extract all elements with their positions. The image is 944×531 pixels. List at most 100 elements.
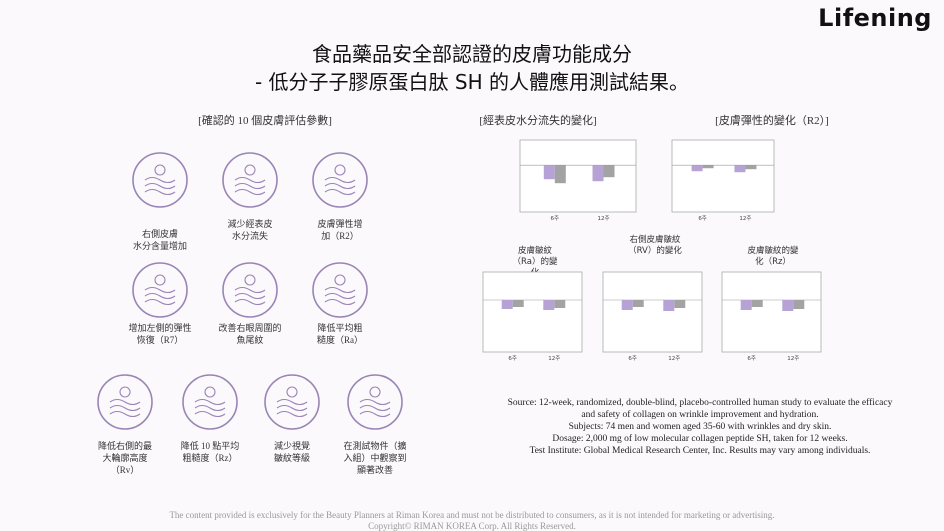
chart-frame	[482, 271, 583, 353]
bar-illustration	[674, 300, 686, 308]
icon-detail	[144, 286, 176, 294]
chart-title: 皮膚皺紋的變 化（Rz）	[747, 246, 799, 267]
bar-illustration	[740, 300, 752, 310]
x-label: 6주	[551, 215, 560, 222]
icon-detail	[234, 182, 266, 190]
icon-detail	[276, 410, 308, 418]
icon-detail	[109, 398, 141, 406]
parameter-label: 右側皮膚 水分含量增加	[132, 229, 187, 251]
icon	[347, 374, 403, 430]
parameter-label: 在測試物件（擴 入組）中觀察到 顯著改善	[343, 441, 407, 475]
icon-detail	[359, 410, 391, 418]
icon-detail	[119, 386, 131, 398]
source-line: Source: 12-week, randomized, double-blin…	[507, 398, 893, 408]
icon-detail	[276, 404, 308, 412]
icon-detail	[144, 188, 176, 196]
icon-detail	[109, 404, 141, 412]
icon	[312, 152, 368, 208]
chart-frame	[671, 139, 775, 213]
icon	[132, 152, 188, 208]
x-label: 6주	[628, 355, 637, 362]
icon-detail	[369, 386, 381, 398]
icon-detail	[244, 164, 256, 176]
source-line: Dosage: 2,000 mg of low molecular collag…	[552, 434, 848, 444]
parameter-label: 降低 10 點平均 粗糙度（Rz）	[180, 441, 240, 463]
parameters-heading: [確認的 10 個皮膚評估參數]	[198, 115, 332, 127]
parameter-label: 改善右眼周圍的 魚尾紋	[218, 323, 282, 345]
icon	[132, 262, 188, 318]
bar-illustration	[793, 300, 805, 309]
icon-detail	[334, 274, 346, 286]
icon-detail	[154, 164, 166, 176]
parameter-label: 降低右側的最 大輪廓高度 （Rv）	[97, 441, 152, 475]
bar-illustration	[512, 300, 524, 307]
parameter-label: 增加左側的彈性 恢復（R7）	[128, 323, 192, 345]
icon	[264, 374, 320, 430]
icon-detail	[324, 298, 356, 306]
icon	[182, 374, 238, 430]
icon-detail	[276, 398, 308, 406]
icon-detail	[144, 298, 176, 306]
bar-illustration	[734, 165, 746, 173]
icon-detail	[234, 292, 266, 300]
icon-detail	[234, 286, 266, 294]
icon-detail	[324, 292, 356, 300]
parameter-label: 降低平均粗 糙度（Ra）	[317, 323, 363, 345]
x-label: 6주	[508, 355, 517, 362]
icon-detail	[234, 298, 266, 306]
icon-detail	[144, 292, 176, 300]
x-label: 12주	[548, 355, 560, 362]
bar-illustration	[501, 300, 513, 309]
icon-detail	[324, 182, 356, 190]
icon-detail	[194, 410, 226, 418]
bar-illustration	[751, 300, 763, 307]
x-label: 12주	[787, 355, 799, 362]
bar-illustration	[543, 165, 555, 180]
icon-detail	[234, 176, 266, 184]
x-label: 12주	[739, 215, 751, 222]
icon-detail	[234, 188, 266, 196]
bar-illustration	[782, 300, 794, 311]
bar-illustration	[691, 165, 703, 172]
parameter-label: 減少視覺 皺紋等級	[273, 441, 310, 463]
x-label: 6주	[698, 215, 707, 222]
bar-illustration	[663, 300, 675, 311]
bar-illustration	[592, 165, 604, 182]
footer-line: The content provided is exclusively for …	[169, 510, 775, 520]
icon-detail	[154, 274, 166, 286]
source-line: Subjects: 74 men and women aged 35-60 wi…	[568, 422, 832, 432]
icon-detail	[359, 398, 391, 406]
title-line: - 低分子子膠原蛋白肽 SH 的人體應用測試結果。	[254, 70, 690, 94]
icon	[222, 152, 278, 208]
icon-detail	[204, 386, 216, 398]
parameter-label: 減少經表皮 水分流失	[227, 219, 273, 241]
chart-title: 右側皮膚皺紋 （RV）的變化	[628, 235, 682, 256]
icon	[97, 374, 153, 430]
icon-detail	[144, 176, 176, 184]
icon-detail	[359, 404, 391, 412]
source-line: and safety of collagen on wrinkle improv…	[581, 410, 819, 420]
logo: Lifening	[818, 4, 932, 32]
bar-illustration	[621, 300, 633, 310]
chart-title: [皮膚彈性的變化（R2）]	[715, 115, 829, 127]
chart-frame	[721, 271, 822, 353]
source-block: Source: 12-week, randomized, double-blin…	[470, 397, 930, 457]
bar-illustration	[632, 300, 644, 307]
icon-detail	[194, 398, 226, 406]
chart-title: [經表皮水分流失的變化]	[479, 115, 597, 127]
icon-detail	[324, 176, 356, 184]
x-label: 6주	[747, 355, 756, 362]
icon	[222, 262, 278, 318]
bar-illustration	[543, 300, 555, 310]
icon-detail	[194, 404, 226, 412]
icon-detail	[144, 182, 176, 190]
x-label: 12주	[597, 215, 609, 222]
icon-detail	[244, 274, 256, 286]
title-line: 食品藥品安全部認證的皮膚功能成分	[312, 42, 632, 66]
icon-detail	[109, 410, 141, 418]
icon-detail	[286, 386, 298, 398]
parameter-label: 皮膚彈性增 加（R2）	[317, 219, 363, 241]
footer-line: Copyright© RIMAN KOREA Corp. All Rights …	[368, 521, 576, 531]
